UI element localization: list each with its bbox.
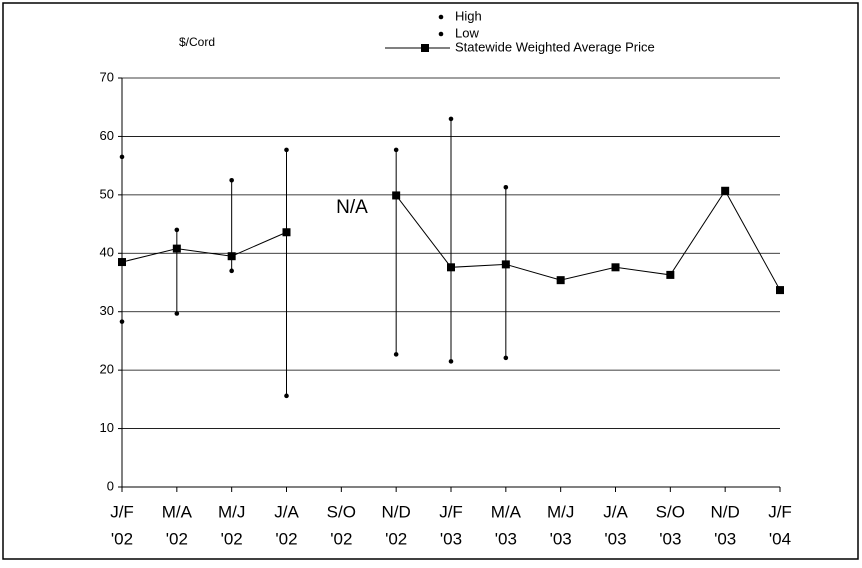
average-point bbox=[776, 286, 784, 295]
legend-label: Low bbox=[455, 25, 479, 40]
y-tick-label: 20 bbox=[100, 362, 114, 377]
average-point bbox=[447, 263, 455, 272]
legend-marker bbox=[438, 31, 444, 37]
x-tick-label: '02 bbox=[111, 529, 133, 548]
y-tick-label: 50 bbox=[100, 186, 114, 201]
x-tick-label: N/D bbox=[711, 502, 740, 521]
x-tick-label: '03 bbox=[495, 529, 517, 548]
x-tick-label: J/F bbox=[768, 502, 792, 521]
low-point bbox=[503, 355, 509, 361]
high-point bbox=[284, 147, 289, 153]
x-tick-label: S/O bbox=[327, 502, 356, 521]
x-tick-label: J/A bbox=[603, 502, 628, 521]
x-tick-label: '02 bbox=[275, 529, 297, 548]
high-point bbox=[503, 184, 509, 190]
chart-frame bbox=[2, 2, 859, 560]
legend-label: High bbox=[455, 8, 482, 23]
y-tick-label: 60 bbox=[100, 128, 114, 143]
average-point bbox=[721, 186, 730, 195]
high-point bbox=[119, 154, 125, 160]
x-tick-label: M/J bbox=[218, 502, 245, 521]
x-tick-label: '03 bbox=[714, 529, 736, 548]
x-tick-label: J/A bbox=[274, 502, 299, 521]
low-point bbox=[174, 311, 180, 316]
high-point bbox=[229, 177, 234, 183]
x-tick-label: '02 bbox=[221, 529, 243, 548]
x-tick-label: M/J bbox=[547, 502, 574, 521]
low-point bbox=[229, 268, 234, 274]
x-tick-label: '04 bbox=[769, 529, 791, 548]
low-point bbox=[284, 393, 289, 399]
high-point bbox=[448, 116, 454, 122]
average-line bbox=[121, 189, 781, 291]
x-tick-label: '03 bbox=[440, 529, 462, 548]
annotation: N/A bbox=[336, 197, 368, 218]
average-point bbox=[392, 191, 401, 200]
low-point bbox=[393, 352, 399, 357]
average-point bbox=[118, 258, 126, 267]
average-point bbox=[556, 276, 565, 285]
x-tick-label: '03 bbox=[550, 529, 572, 548]
y-tick-label: 10 bbox=[100, 420, 114, 435]
y-tick-label: 70 bbox=[100, 69, 114, 84]
average-point bbox=[611, 263, 620, 272]
average-point bbox=[501, 260, 510, 269]
legend-marker bbox=[421, 44, 429, 52]
x-tick-label: J/F bbox=[439, 502, 463, 521]
high-point bbox=[174, 227, 180, 233]
low-point bbox=[448, 359, 454, 364]
x-tick-label: '02 bbox=[166, 529, 188, 548]
y-axis-label: $/Cord bbox=[179, 35, 215, 49]
average-point bbox=[172, 244, 181, 253]
x-tick-label: M/A bbox=[162, 502, 193, 521]
high-point bbox=[393, 147, 399, 153]
x-tick-label: M/A bbox=[491, 502, 522, 521]
x-tick-label: '02 bbox=[385, 529, 407, 548]
average-point bbox=[282, 228, 291, 237]
average-point bbox=[666, 270, 675, 279]
y-tick-label: 0 bbox=[107, 478, 114, 493]
x-tick-label: S/O bbox=[656, 502, 685, 521]
legend-label: Statewide Weighted Average Price bbox=[455, 39, 655, 54]
x-tick-label: J/F bbox=[110, 502, 134, 521]
x-tick-label: '03 bbox=[604, 529, 626, 548]
legend-marker bbox=[438, 14, 444, 20]
y-tick-label: 30 bbox=[100, 303, 114, 318]
y-tick-label: 40 bbox=[100, 245, 114, 260]
average-point bbox=[227, 252, 236, 261]
x-tick-label: '02 bbox=[330, 529, 352, 548]
low-point bbox=[119, 319, 125, 324]
x-tick-label: N/D bbox=[382, 502, 411, 521]
x-tick-label: '03 bbox=[659, 529, 681, 548]
